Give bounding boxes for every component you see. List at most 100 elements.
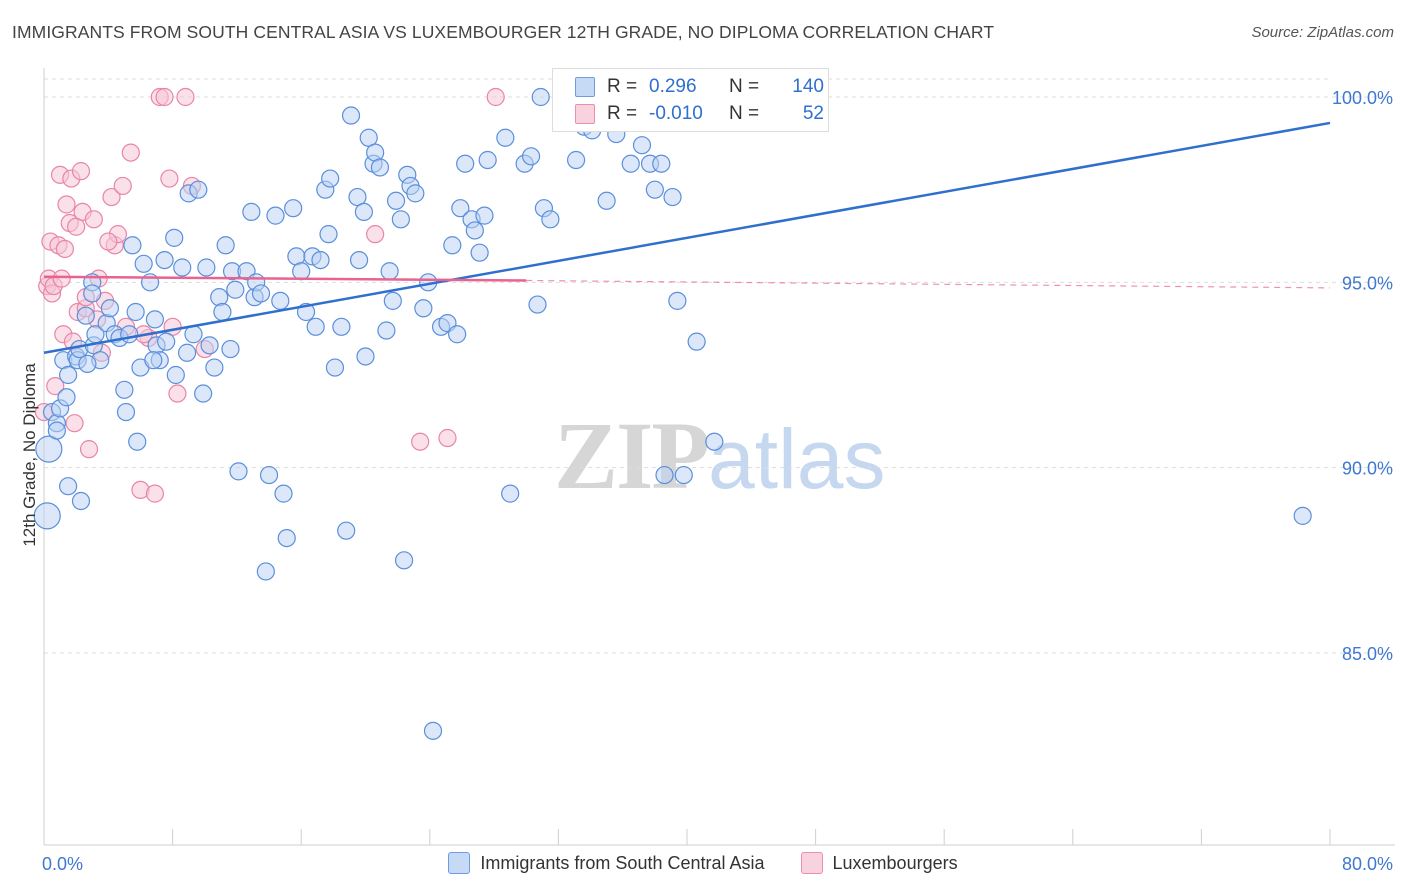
data-point-blue — [251, 284, 271, 303]
data-point-blue — [356, 347, 375, 366]
data-point-blue — [173, 258, 192, 277]
data-point-blue — [311, 250, 330, 270]
data-point-pink — [84, 210, 103, 229]
data-point-blue — [47, 421, 66, 440]
data-point-blue — [456, 154, 475, 173]
data-point-blue — [284, 199, 303, 218]
data-point-blue — [475, 206, 494, 225]
trend-line-blue — [43, 121, 1331, 354]
data-point-blue — [144, 351, 163, 370]
data-point-pink — [99, 232, 118, 251]
stats-r-label: R = — [607, 103, 638, 124]
data-point-blue — [221, 339, 240, 359]
data-point-blue — [213, 302, 232, 322]
watermark-zip: ZIP — [554, 402, 710, 509]
trend-line-pink-extension — [526, 279, 1331, 289]
data-point-blue — [370, 158, 390, 177]
data-point-blue — [35, 435, 63, 463]
x-tick-label: 80.0% — [1342, 854, 1393, 874]
data-point-blue — [177, 343, 197, 362]
data-point-blue — [266, 206, 285, 225]
data-point-blue — [321, 169, 340, 188]
data-point-blue — [652, 154, 671, 173]
y-tick-label: 100.0% — [1332, 88, 1393, 108]
data-point-blue — [349, 250, 369, 270]
trend-lines — [43, 121, 1331, 354]
data-point-blue — [674, 465, 693, 485]
data-point-blue — [216, 236, 235, 255]
data-point-blue — [126, 302, 145, 322]
y-tick-label: 90.0% — [1342, 459, 1393, 479]
data-point-blue — [205, 358, 224, 377]
legend-swatch-blue — [448, 852, 471, 874]
data-point-pink — [102, 187, 121, 207]
data-point-blue — [377, 321, 396, 340]
stats-swatch-pink — [575, 104, 595, 124]
data-point-blue — [394, 551, 414, 570]
data-point-pink — [160, 169, 179, 188]
data-point-pink — [438, 428, 457, 448]
stats-r-value: -0.010 — [649, 103, 703, 124]
data-point-blue — [200, 336, 219, 355]
data-point-blue — [134, 254, 153, 273]
data-point-blue — [189, 180, 208, 199]
data-point-blue — [166, 365, 185, 385]
data-point-pink — [46, 377, 65, 396]
data-point-pink — [65, 414, 84, 433]
data-point-blue — [325, 358, 345, 377]
data-point-blue — [332, 317, 351, 336]
data-point-blue — [645, 180, 664, 199]
data-point-blue — [451, 199, 470, 218]
data-point-pink — [79, 440, 99, 459]
data-point-blue — [383, 291, 402, 310]
data-point-blue — [59, 477, 78, 496]
legend-item-south-central-asia[interactable]: Immigrants from South Central Asia — [448, 852, 765, 874]
data-point-blue — [478, 150, 497, 170]
data-point-blue — [229, 462, 248, 481]
stats-r-label: R = — [607, 76, 638, 97]
data-point-blue — [1293, 506, 1312, 525]
stats-n-label: N = — [729, 103, 760, 124]
data-point-blue — [306, 317, 325, 336]
south-central-asia-points — [33, 87, 1312, 740]
data-point-blue — [380, 262, 399, 281]
data-point-blue — [470, 243, 489, 262]
data-point-pink — [121, 143, 140, 162]
data-point-pink — [145, 484, 165, 503]
data-point-blue — [423, 721, 443, 740]
bottom-legend: Immigrants from South Central Asia Luxem… — [0, 852, 1406, 874]
data-point-blue — [337, 521, 356, 540]
data-point-blue — [319, 225, 338, 244]
stats-swatch-blue — [575, 77, 595, 97]
trend-line-pink — [43, 275, 527, 282]
stats-row-blue: R = 0.296 N = 140 — [575, 73, 824, 101]
data-point-blue — [210, 288, 229, 307]
data-point-blue — [155, 250, 174, 270]
data-point-blue — [541, 210, 560, 229]
data-point-blue — [597, 191, 616, 210]
y-axis-label: 12th Grade, No Diploma — [20, 363, 39, 547]
stats-row-pink: R = -0.010 N = 52 — [575, 100, 824, 128]
source-credit: Source: ZipAtlas.com — [1251, 24, 1394, 41]
data-point-blue — [165, 228, 184, 247]
data-point-blue — [277, 528, 296, 548]
watermark: ZIPatlas — [554, 400, 885, 511]
stats-n-value: 52 — [802, 103, 824, 124]
data-point-blue — [354, 202, 373, 222]
y-tick-label: 85.0% — [1342, 644, 1393, 664]
grid-lines — [44, 78, 1395, 654]
data-point-blue — [465, 221, 484, 240]
data-point-blue — [59, 365, 78, 385]
data-point-blue — [194, 384, 213, 403]
tick-labels: 100.0% 95.0% 90.0% 85.0% 0.0% 80.0% — [42, 88, 1393, 874]
data-point-blue — [116, 402, 136, 422]
data-point-blue — [443, 236, 462, 255]
watermark-atlas: atlas — [708, 412, 886, 506]
data-point-pink — [55, 239, 74, 259]
stats-n-label: N = — [729, 76, 760, 97]
data-point-blue — [100, 299, 120, 318]
legend-item-luxembourgers[interactable]: Luxembourgers — [800, 852, 958, 874]
chart-title: IMMIGRANTS FROM SOUTH CENTRAL ASIA VS LU… — [12, 22, 995, 42]
data-point-blue — [391, 210, 410, 229]
data-point-blue — [57, 388, 76, 407]
